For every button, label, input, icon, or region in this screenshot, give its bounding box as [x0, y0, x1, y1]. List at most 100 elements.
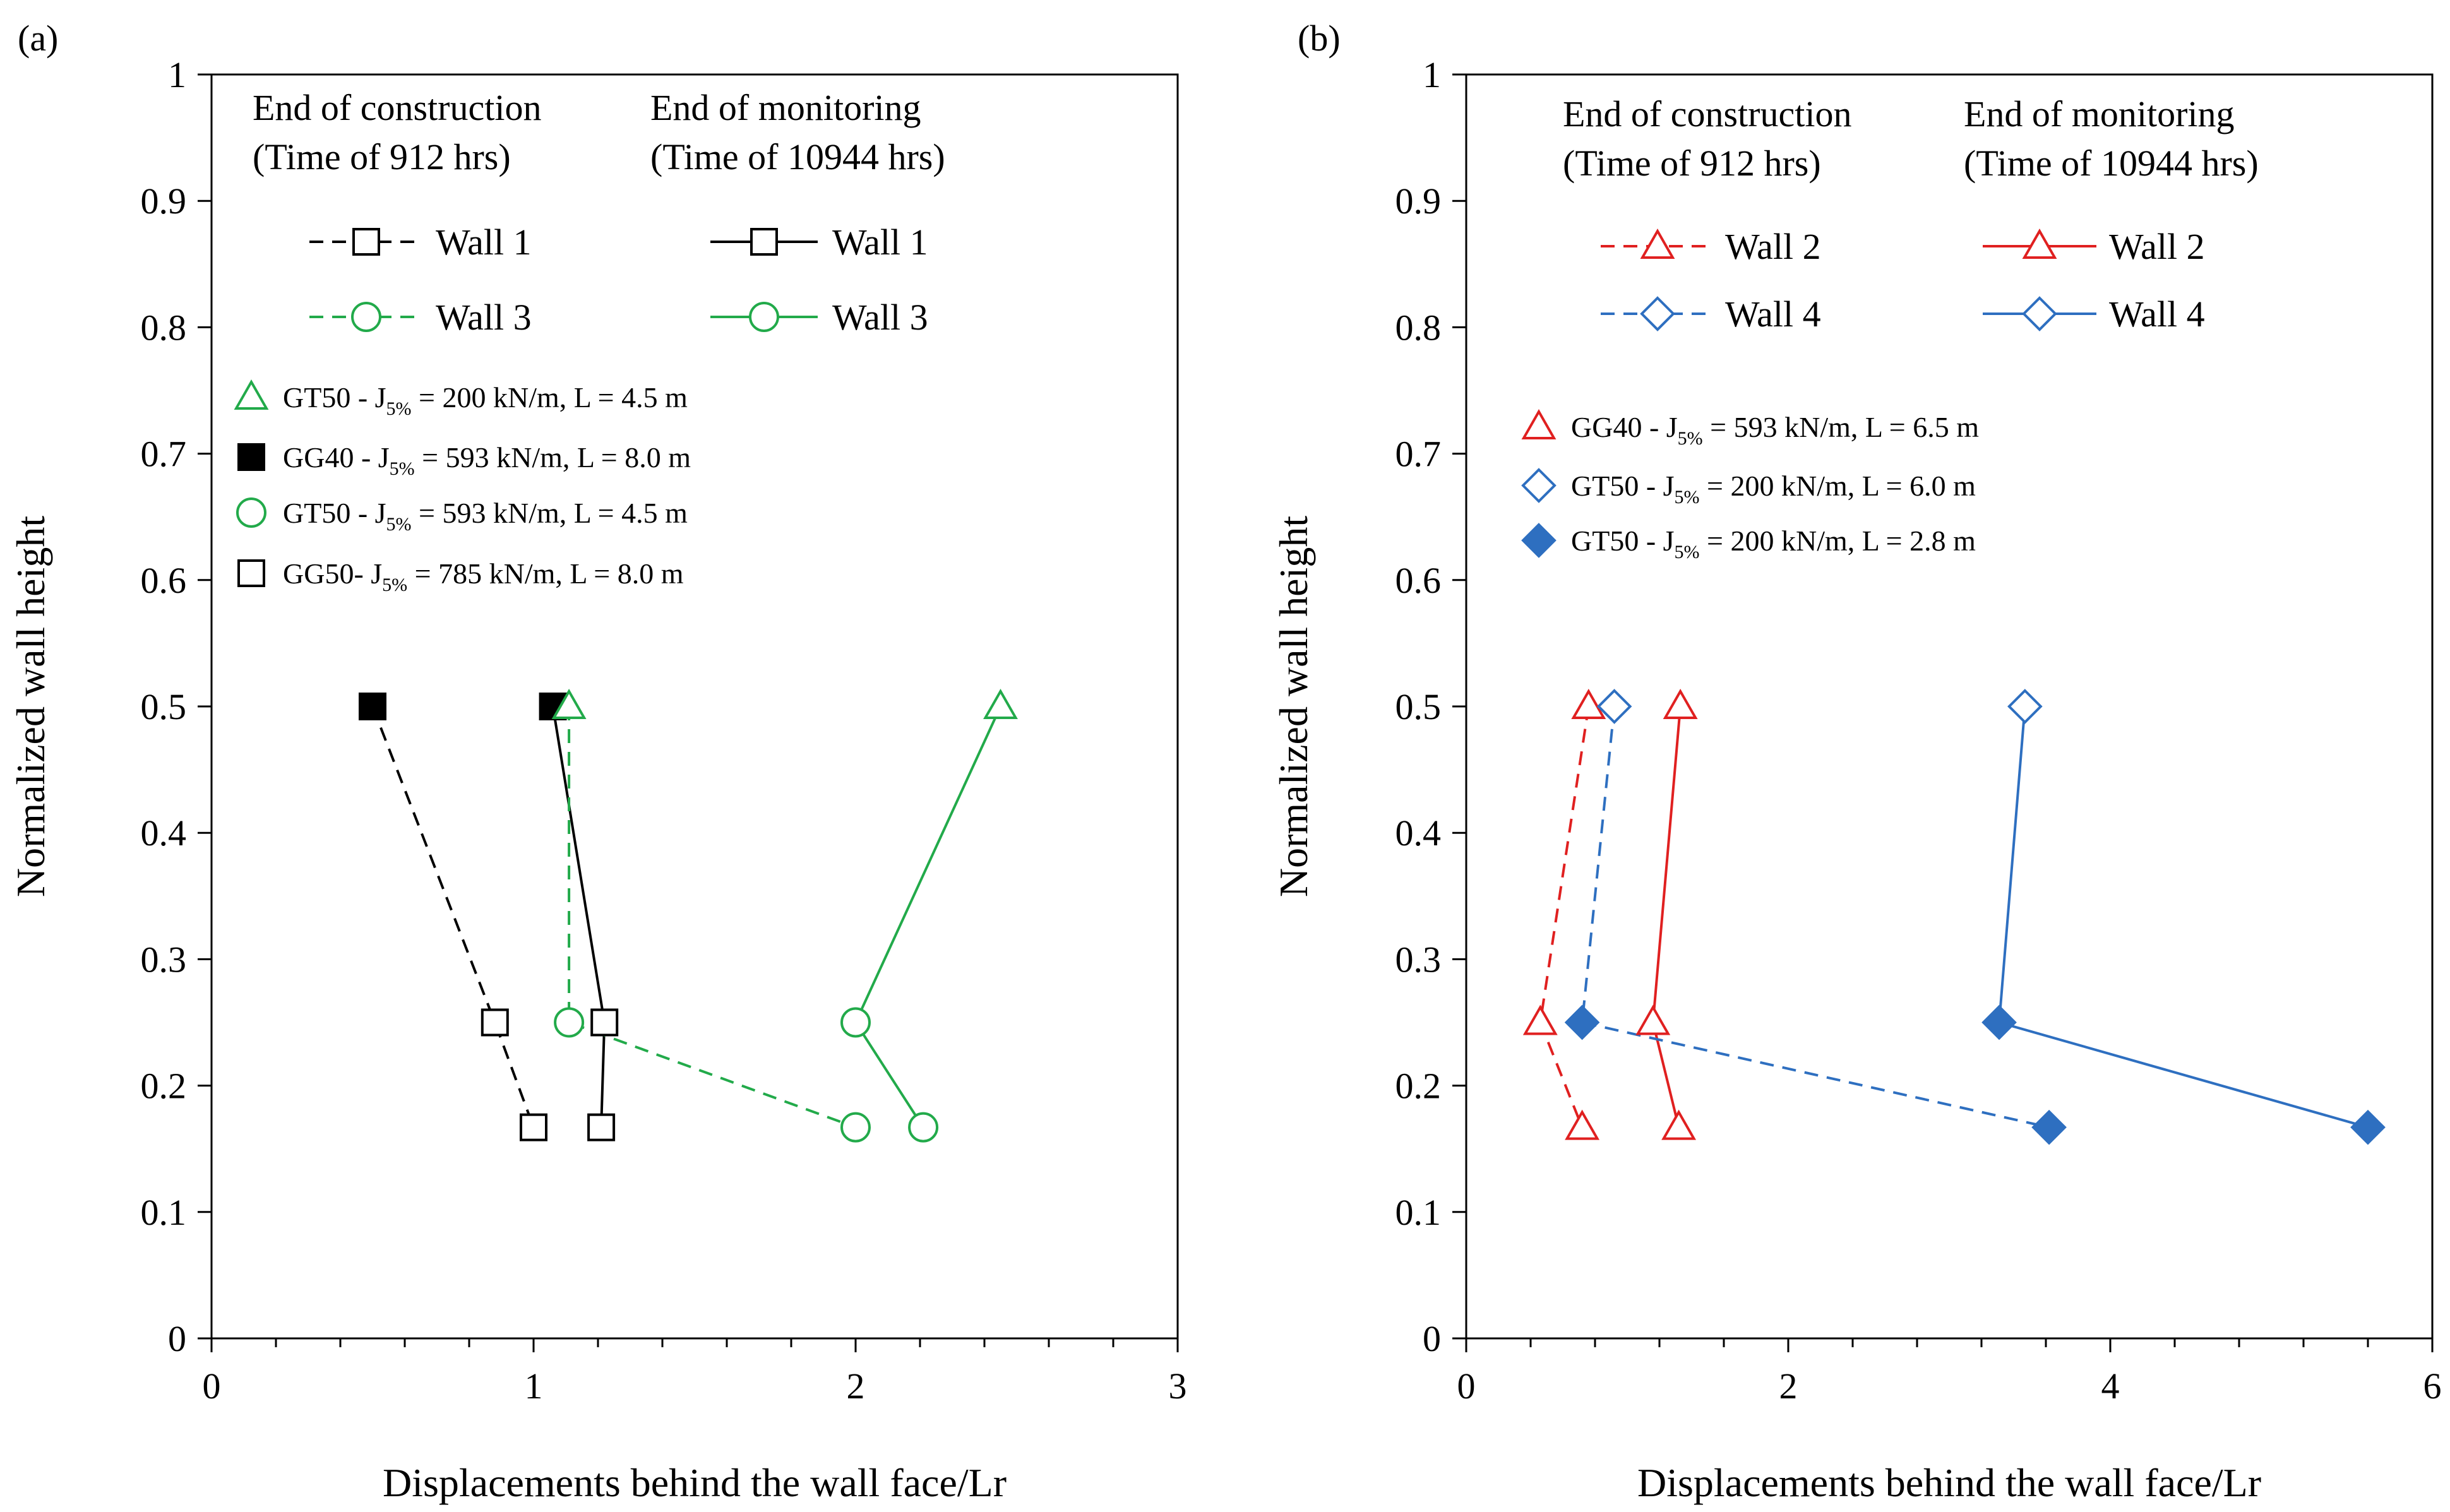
data-point — [840, 1007, 871, 1038]
legend-header-time: (Time of 912 hrs) — [1563, 143, 1821, 184]
legend-series-name: Wall 3 — [832, 297, 928, 338]
panel-label: (b) — [1298, 18, 1341, 59]
series-line-wall-4 — [1997, 706, 2369, 1129]
marker-legend-pre: GT50 - J — [283, 497, 386, 529]
y-tick-label: 0.8 — [141, 307, 187, 348]
y-tick-label: 0.9 — [141, 181, 187, 222]
x-axis-label: Displacements behind the wall face/Lr — [1637, 1460, 2261, 1505]
y-tick-label: 0.1 — [1395, 1192, 1442, 1233]
legend-header-time: (Time of 10944 hrs) — [1964, 143, 2259, 184]
marker-legend-sub: 5% — [1678, 428, 1703, 449]
x-tick-label: 0 — [203, 1366, 221, 1407]
legend-header: End of construction — [253, 87, 541, 128]
series-line-wall-3 — [568, 706, 856, 1129]
legend-series-name: Wall 4 — [2109, 294, 2205, 335]
x-tick-label: 6 — [2423, 1366, 2442, 1407]
legend-header: End of construction — [1563, 93, 1851, 134]
marker-legend-sub: 5% — [386, 398, 412, 419]
data-point — [1522, 1004, 1558, 1035]
data-point — [520, 1113, 547, 1141]
marker-legend-pre: GG40 - J — [283, 441, 390, 473]
y-tick-label: 0.5 — [1395, 686, 1442, 727]
legend-header-time: (Time of 912 hrs) — [253, 136, 511, 177]
marker-legend-symbol — [234, 379, 269, 410]
legend-marker — [2022, 228, 2057, 259]
marker-legend-sub: 5% — [1675, 542, 1700, 563]
marker-legend-text: GT50 - J5% = 200 kN/m, L = 4.5 m — [283, 381, 688, 419]
legend-series-name: Wall 1 — [832, 222, 928, 263]
marker-legend-post: = 785 kN/m, L = 8.0 m — [407, 557, 684, 590]
y-tick-label: 0.5 — [141, 686, 187, 727]
data-point — [2350, 1109, 2386, 1145]
marker-legend-post: = 200 kN/m, L = 6.0 m — [1700, 470, 1976, 502]
y-tick-label: 0.3 — [141, 939, 187, 980]
series-line-wall-4 — [1581, 706, 2050, 1129]
y-tick-label: 0.9 — [1395, 181, 1442, 222]
x-tick-label: 1 — [525, 1366, 543, 1407]
legend-marker — [750, 228, 778, 256]
x-tick-label: 2 — [847, 1366, 865, 1407]
data-point — [2031, 1109, 2067, 1145]
legend-marker — [2022, 296, 2057, 331]
marker-legend-pre: GG40 - J — [1571, 411, 1678, 443]
marker-legend-pre: GT50 - J — [1571, 470, 1675, 502]
legend-header: End of monitoring — [650, 87, 921, 128]
data-point — [1565, 1109, 1600, 1140]
marker-legend-sub: 5% — [386, 514, 412, 535]
data-point — [551, 688, 587, 719]
marker-legend-post: = 593 kN/m, L = 4.5 m — [412, 497, 688, 529]
y-tick-label: 0.6 — [141, 560, 187, 601]
y-tick-label: 0 — [1423, 1318, 1441, 1359]
y-axis-label: Normalized wall height — [1271, 516, 1316, 897]
data-point — [1596, 689, 1632, 724]
legend-header-time: (Time of 10944 hrs) — [650, 136, 945, 177]
legend-marker — [351, 302, 381, 332]
y-tick-label: 0.4 — [1395, 813, 1442, 854]
plot-frame — [210, 73, 1179, 1340]
legend-marker — [1640, 296, 1675, 331]
marker-legend-symbol — [1521, 408, 1557, 439]
y-tick-label: 0.7 — [141, 434, 187, 475]
data-point — [2007, 689, 2043, 724]
legend-series-name: Wall 3 — [436, 297, 532, 338]
data-point — [587, 1113, 616, 1141]
series-line-wall-1 — [371, 706, 535, 1128]
legend-series-name: Wall 1 — [436, 222, 532, 263]
y-tick-label: 1 — [1423, 54, 1441, 95]
data-point — [590, 1008, 619, 1037]
legend-marker — [749, 302, 779, 332]
data-point — [983, 688, 1018, 719]
series-line-wall-3 — [854, 706, 1002, 1128]
y-tick-label: 0.1 — [141, 1192, 187, 1233]
legend-series-name: Wall 2 — [1725, 226, 1821, 267]
marker-legend-text: GG40 - J5% = 593 kN/m, L = 6.5 m — [1571, 411, 1979, 449]
y-tick-label: 0.6 — [1395, 560, 1442, 601]
x-tick-label: 4 — [2101, 1366, 2120, 1407]
marker-legend-symbol — [1521, 468, 1557, 503]
marker-legend-symbol — [237, 443, 265, 471]
data-point — [1663, 688, 1698, 719]
marker-legend-post: = 593 kN/m, L = 6.5 m — [1703, 411, 1980, 443]
x-axis-label: Displacements behind the wall face/Lr — [383, 1460, 1007, 1505]
marker-legend-sub: 5% — [1675, 487, 1700, 508]
marker-legend-text: GG50- J5% = 785 kN/m, L = 8.0 m — [283, 557, 684, 595]
marker-legend-text: GT50 - J5% = 593 kN/m, L = 4.5 m — [283, 497, 688, 535]
y-tick-label: 0.2 — [141, 1066, 187, 1107]
y-tick-label: 1 — [168, 54, 186, 95]
chart-panel-2: (b) 0 0.1 0.2 0.3 0.4 0.5 0.6 0.7 0.8 0.9 1 0 2 4 6 Disp… — [1271, 18, 2442, 1505]
marker-legend-text: GT50 - J5% = 200 kN/m, L = 2.8 m — [1571, 525, 1976, 563]
marker-legend-pre: GT50 - J — [1571, 525, 1675, 557]
series-line-wall-1 — [551, 706, 606, 1128]
data-point — [1635, 1004, 1671, 1035]
marker-legend-symbol — [237, 559, 265, 587]
marker-legend-symbol — [1521, 523, 1557, 558]
data-point — [1661, 1109, 1697, 1140]
y-tick-label: 0.4 — [141, 813, 187, 854]
y-tick-label: 0 — [168, 1318, 186, 1359]
marker-legend-symbol — [236, 497, 266, 528]
data-point — [1981, 1004, 2017, 1040]
x-tick-label: 2 — [1779, 1366, 1798, 1407]
y-axis-label: Normalized wall height — [8, 516, 53, 897]
data-point — [1571, 688, 1606, 719]
data-point — [840, 1112, 871, 1143]
